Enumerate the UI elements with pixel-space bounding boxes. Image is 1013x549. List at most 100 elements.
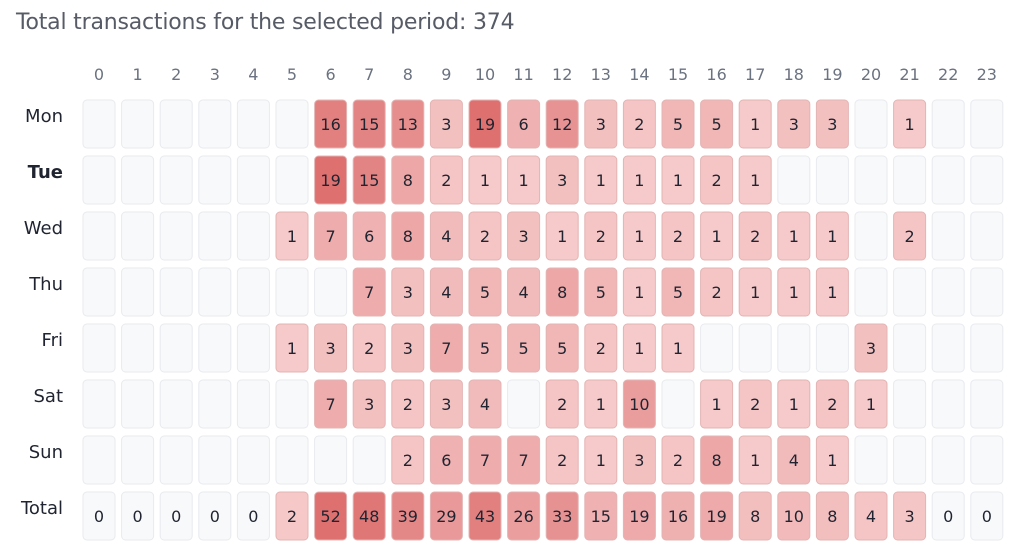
- wed-cell-3[interactable]: [198, 211, 232, 261]
- mon-cell-5[interactable]: [275, 99, 309, 149]
- sun-cell-8[interactable]: [391, 435, 425, 485]
- wed-cell-20[interactable]: [854, 211, 888, 261]
- sat-cell-19[interactable]: [815, 379, 849, 429]
- sun-cell-17[interactable]: [738, 435, 772, 485]
- sat-cell-17[interactable]: [738, 379, 772, 429]
- fri-cell-0[interactable]: [82, 323, 116, 373]
- tue-cell-17[interactable]: [738, 155, 772, 205]
- thu-cell-18[interactable]: [777, 267, 811, 317]
- tue-cell-20[interactable]: [854, 155, 888, 205]
- tue-cell-22[interactable]: [931, 155, 965, 205]
- sat-cell-6[interactable]: [314, 379, 348, 429]
- thu-cell-6[interactable]: [314, 267, 348, 317]
- mon-cell-12[interactable]: [545, 99, 579, 149]
- mon-cell-10[interactable]: [468, 99, 502, 149]
- wed-cell-17[interactable]: [738, 211, 772, 261]
- total-cell-19[interactable]: [815, 491, 849, 541]
- fri-cell-2[interactable]: [159, 323, 193, 373]
- sat-cell-20[interactable]: [854, 379, 888, 429]
- mon-cell-0[interactable]: [82, 99, 116, 149]
- sat-cell-7[interactable]: [352, 379, 386, 429]
- fri-cell-19[interactable]: [815, 323, 849, 373]
- sat-cell-14[interactable]: [622, 379, 656, 429]
- mon-cell-16[interactable]: [700, 99, 734, 149]
- sun-cell-3[interactable]: [198, 435, 232, 485]
- tue-cell-12[interactable]: [545, 155, 579, 205]
- thu-cell-12[interactable]: [545, 267, 579, 317]
- tue-cell-11[interactable]: [507, 155, 541, 205]
- sat-cell-12[interactable]: [545, 379, 579, 429]
- total-cell-13[interactable]: [584, 491, 618, 541]
- wed-cell-18[interactable]: [777, 211, 811, 261]
- wed-cell-10[interactable]: [468, 211, 502, 261]
- total-cell-21[interactable]: [893, 491, 927, 541]
- sat-cell-11[interactable]: [507, 379, 541, 429]
- thu-cell-1[interactable]: [121, 267, 155, 317]
- total-cell-16[interactable]: [700, 491, 734, 541]
- mon-cell-7[interactable]: [352, 99, 386, 149]
- tue-cell-23[interactable]: [970, 155, 1004, 205]
- sat-cell-23[interactable]: [970, 379, 1004, 429]
- total-cell-7[interactable]: [352, 491, 386, 541]
- thu-cell-14[interactable]: [622, 267, 656, 317]
- mon-cell-6[interactable]: [314, 99, 348, 149]
- mon-cell-23[interactable]: [970, 99, 1004, 149]
- mon-cell-13[interactable]: [584, 99, 618, 149]
- sun-cell-1[interactable]: [121, 435, 155, 485]
- wed-cell-4[interactable]: [236, 211, 270, 261]
- sun-cell-7[interactable]: [352, 435, 386, 485]
- thu-cell-10[interactable]: [468, 267, 502, 317]
- fri-cell-15[interactable]: [661, 323, 695, 373]
- sat-cell-1[interactable]: [121, 379, 155, 429]
- fri-cell-9[interactable]: [429, 323, 463, 373]
- tue-cell-16[interactable]: [700, 155, 734, 205]
- sat-cell-8[interactable]: [391, 379, 425, 429]
- sat-cell-9[interactable]: [429, 379, 463, 429]
- mon-cell-14[interactable]: [622, 99, 656, 149]
- sat-cell-2[interactable]: [159, 379, 193, 429]
- total-cell-0[interactable]: [82, 491, 116, 541]
- fri-cell-14[interactable]: [622, 323, 656, 373]
- fri-cell-11[interactable]: [507, 323, 541, 373]
- thu-cell-17[interactable]: [738, 267, 772, 317]
- wed-cell-1[interactable]: [121, 211, 155, 261]
- tue-cell-5[interactable]: [275, 155, 309, 205]
- mon-cell-4[interactable]: [236, 99, 270, 149]
- wed-cell-11[interactable]: [507, 211, 541, 261]
- fri-cell-20[interactable]: [854, 323, 888, 373]
- mon-cell-8[interactable]: [391, 99, 425, 149]
- sun-cell-13[interactable]: [584, 435, 618, 485]
- sun-cell-22[interactable]: [931, 435, 965, 485]
- tue-cell-8[interactable]: [391, 155, 425, 205]
- thu-cell-7[interactable]: [352, 267, 386, 317]
- wed-cell-16[interactable]: [700, 211, 734, 261]
- thu-cell-13[interactable]: [584, 267, 618, 317]
- thu-cell-11[interactable]: [507, 267, 541, 317]
- total-cell-3[interactable]: [198, 491, 232, 541]
- total-cell-20[interactable]: [854, 491, 888, 541]
- thu-cell-16[interactable]: [700, 267, 734, 317]
- total-cell-5[interactable]: [275, 491, 309, 541]
- thu-cell-20[interactable]: [854, 267, 888, 317]
- sat-cell-16[interactable]: [700, 379, 734, 429]
- total-cell-17[interactable]: [738, 491, 772, 541]
- sun-cell-23[interactable]: [970, 435, 1004, 485]
- fri-cell-8[interactable]: [391, 323, 425, 373]
- fri-cell-17[interactable]: [738, 323, 772, 373]
- fri-cell-6[interactable]: [314, 323, 348, 373]
- sun-cell-10[interactable]: [468, 435, 502, 485]
- mon-cell-11[interactable]: [507, 99, 541, 149]
- sat-cell-18[interactable]: [777, 379, 811, 429]
- mon-cell-1[interactable]: [121, 99, 155, 149]
- thu-cell-22[interactable]: [931, 267, 965, 317]
- sun-cell-6[interactable]: [314, 435, 348, 485]
- total-cell-14[interactable]: [622, 491, 656, 541]
- fri-cell-23[interactable]: [970, 323, 1004, 373]
- tue-cell-14[interactable]: [622, 155, 656, 205]
- fri-cell-7[interactable]: [352, 323, 386, 373]
- mon-cell-15[interactable]: [661, 99, 695, 149]
- sun-cell-12[interactable]: [545, 435, 579, 485]
- sun-cell-18[interactable]: [777, 435, 811, 485]
- fri-cell-16[interactable]: [700, 323, 734, 373]
- fri-cell-12[interactable]: [545, 323, 579, 373]
